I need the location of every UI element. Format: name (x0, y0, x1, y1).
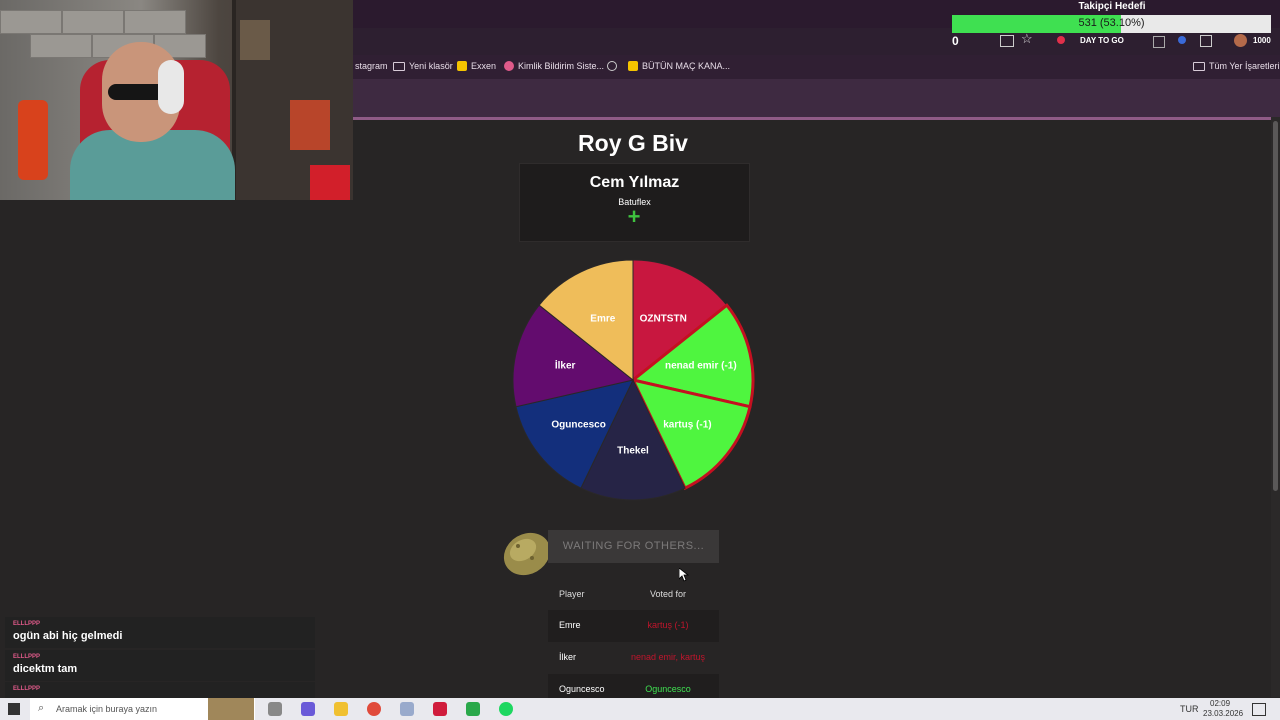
wheel-label: Emre (590, 313, 615, 324)
bookmark-mac[interactable]: BÜTÜN MAÇ KANA... (628, 61, 730, 71)
bookmark-label: stagram (355, 61, 388, 71)
search-icon: ⌕ (38, 702, 45, 714)
globe-icon (607, 61, 617, 71)
chat-message: ELLLPPP (5, 682, 315, 698)
exxen-icon (457, 61, 467, 71)
bookmark-all[interactable]: Tüm Yer İşaretleri (1193, 61, 1280, 71)
wheel-label: nenad emir (-1) (665, 361, 737, 372)
card-subtitle: Batuflex (618, 197, 651, 207)
chat-username: ELLLPPP (13, 654, 41, 660)
follower-goal-widget: Takipçi Hedefi 531 (53.10%) (952, 0, 1272, 34)
bookmark-kimlik[interactable]: Kimlik Bildirim Siste... (504, 61, 604, 71)
star-icon[interactable]: ☆ (1021, 31, 1033, 46)
search-placeholder: Aramak için buraya yazın (56, 704, 158, 714)
extension-icon[interactable] (1153, 36, 1165, 48)
goal-progress-text: 531 (53.10%) (1078, 17, 1145, 29)
wheel-label: Oguncesco (551, 419, 605, 430)
potato-icon (503, 532, 551, 576)
wheel-segment (580, 378, 686, 501)
chat-text: dicektm tam (13, 663, 78, 675)
game-title: Roy G Biv (578, 130, 688, 156)
player-column-header: Player (559, 589, 585, 599)
wheel-segment (538, 259, 634, 382)
player-wheel: OZNTSTN nenad emir (-1) kartuş (-1) Thekel O… (512, 259, 755, 501)
chat-message: ELLLPPP ogün abi hiç gelmedi (5, 617, 315, 648)
bookmark-label: Yeni klasör (409, 61, 453, 71)
vote-choice: kartuş (-1) (647, 620, 689, 630)
mouse-cursor-icon (679, 568, 689, 582)
day-to-go-label: DAY TO GO (1080, 36, 1124, 45)
bookmark-label: Exxen (471, 61, 497, 71)
goal-progress-fill (952, 15, 1122, 33)
vote-choice: Oguncesco (645, 684, 691, 694)
chrome-icon[interactable] (367, 702, 381, 716)
windows-taskbar: ⌕ Aramak için buraya yazın TUR 02:09 23.… (0, 698, 1280, 720)
bookmark-instagram[interactable]: stagram (355, 61, 388, 71)
wheel-segment (515, 379, 634, 489)
taskbar-search[interactable]: ⌕ Aramak için buraya yazın (30, 698, 255, 720)
wheel-label: Thekel (617, 446, 649, 457)
toolbar-counter: 0 (952, 34, 959, 48)
app-icon[interactable] (400, 702, 414, 716)
scrollbar-thumb[interactable] (1273, 121, 1278, 491)
search-highlight-image (208, 698, 254, 720)
folder-icon (1193, 61, 1205, 71)
table-row: İlker nenad emir, kartuş (548, 642, 719, 674)
vote-player: Oguncesco (559, 684, 605, 694)
cast-icon[interactable] (1000, 35, 1014, 47)
plus-icon[interactable]: + (627, 204, 641, 229)
coins-count: 1000 (1253, 36, 1271, 45)
wheel-segment (629, 303, 755, 409)
votes-table-header: Player Voted for (548, 582, 719, 606)
wheel-segment (630, 377, 752, 491)
wheel-segment (632, 259, 728, 382)
wheel-label: kartuş (-1) (663, 419, 711, 430)
clock-time[interactable]: 02:09 (1210, 699, 1231, 708)
app-icon[interactable] (301, 702, 315, 716)
bookmark-exxen[interactable]: Exxen (457, 61, 496, 71)
app-icon[interactable] (466, 702, 480, 716)
chat-message: ELLLPPP dicektm tam (5, 650, 315, 681)
language-indicator[interactable]: TUR (1180, 704, 1199, 714)
clock-date[interactable]: 23.03.2026 (1203, 709, 1244, 718)
vote-choice: nenad emir, kartuş (630, 652, 706, 662)
wheel-label: OZNTSTN (640, 313, 687, 324)
folder-icon (393, 61, 405, 71)
vote-player: İlker (559, 652, 577, 662)
start-icon[interactable] (8, 703, 20, 715)
table-row: Oguncesco Oguncesco (548, 674, 719, 698)
waiting-for-others-button[interactable]: WAITING FOR OTHERS... (548, 530, 719, 563)
bookmark-label: BÜTÜN MAÇ KANA... (642, 61, 731, 71)
voted-column-header: Voted for (649, 589, 687, 599)
file-explorer-icon[interactable] (334, 702, 348, 716)
spotify-icon[interactable] (499, 702, 513, 716)
extension-icon[interactable] (1057, 36, 1065, 44)
bookmark-globe[interactable] (607, 61, 617, 71)
puzzle-icon[interactable] (1200, 35, 1212, 47)
page-scrollbar[interactable] (1271, 117, 1280, 697)
link-icon (504, 61, 514, 71)
prompt-card: Cem Yılmaz Batuflex + (519, 163, 750, 242)
chat-username: ELLLPPP (13, 686, 41, 692)
vote-player: Emre (559, 620, 581, 630)
chat-username: ELLLPPP (13, 621, 41, 627)
goal-title: Takipçi Hedefi (1078, 1, 1146, 12)
bookmark-label: Kimlik Bildirim Siste... (518, 61, 605, 71)
bookmark-label: Tüm Yer İşaretleri (1209, 61, 1280, 71)
goal-progress-bar: 531 (53.10%) (952, 15, 1271, 33)
site-icon (628, 61, 638, 71)
wheel-segment (512, 304, 635, 408)
app-icon[interactable] (433, 702, 447, 716)
extension-icon[interactable] (1178, 36, 1186, 44)
notification-icon[interactable] (1252, 703, 1266, 716)
chat-text: ogün abi hiç gelmedi (13, 630, 123, 642)
task-view-icon[interactable] (268, 702, 282, 716)
card-name: Cem Yılmaz (589, 174, 680, 191)
table-row: Emre kartuş (-1) (548, 610, 719, 642)
bookmark-folder[interactable]: Yeni klasör (393, 61, 453, 71)
webcam-overlay (0, 0, 353, 200)
wheel-label: İlker (555, 359, 576, 372)
avatar[interactable] (1234, 34, 1247, 47)
